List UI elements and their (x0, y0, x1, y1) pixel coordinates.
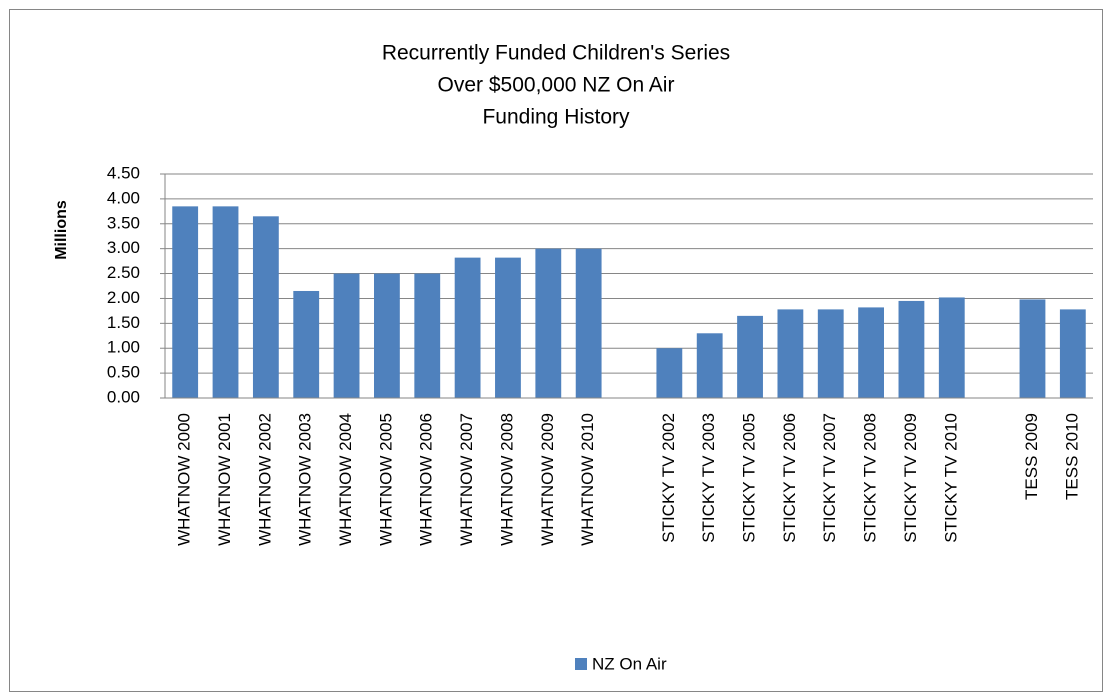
bar (696, 333, 723, 398)
bar (333, 273, 360, 398)
bar (535, 248, 562, 398)
y-tick-label: 1.50 (107, 313, 140, 332)
bar (414, 273, 441, 398)
bar (454, 257, 481, 398)
x-tick-label: STICKY TV 2003 (699, 413, 718, 543)
chart-title: Over $500,000 NZ On Air (438, 74, 675, 97)
bar (1059, 309, 1086, 398)
y-tick-label: 0.00 (107, 387, 140, 406)
x-tick-label: WHATNOW 2003 (296, 413, 315, 546)
bar (898, 300, 925, 398)
x-tick-label: STICKY TV 2009 (901, 413, 920, 543)
bar (858, 307, 884, 398)
y-tick-label: 4.00 (107, 188, 140, 207)
x-tick-label: WHATNOW 2010 (578, 413, 597, 546)
x-tick-label: WHATNOW 2002 (255, 413, 274, 546)
bar (172, 206, 199, 398)
x-tick-label: WHATNOW 2006 (417, 413, 436, 546)
bar (252, 216, 279, 398)
x-tick-label: STICKY TV 2008 (861, 413, 880, 543)
bar (938, 297, 965, 398)
x-tick-label: WHATNOW 2009 (538, 413, 557, 546)
x-tick-label: STICKY TV 2002 (659, 413, 678, 543)
x-tick-label: STICKY TV 2007 (820, 413, 839, 543)
x-tick-label: WHATNOW 2005 (376, 413, 395, 546)
bar (656, 348, 683, 398)
x-tick-label: TESS 2010 (1062, 413, 1081, 500)
bar (212, 206, 239, 398)
y-tick-label: 0.50 (107, 363, 140, 382)
x-tick-label: WHATNOW 2004 (336, 413, 355, 546)
x-tick-label: TESS 2009 (1022, 413, 1041, 500)
y-tick-label: 2.50 (107, 263, 140, 282)
x-tick-label: WHATNOW 2000 (175, 413, 194, 546)
bar (575, 248, 602, 398)
bar (495, 257, 521, 398)
x-tick-label: WHATNOW 2001 (215, 413, 234, 546)
x-tick-label: WHATNOW 2008 (497, 413, 516, 546)
bar (1019, 299, 1046, 398)
bar (293, 290, 320, 398)
chart-title: Recurrently Funded Children's Series (382, 42, 730, 65)
y-tick-label: 4.50 (107, 163, 140, 182)
bar (737, 315, 763, 398)
x-tick-label: STICKY TV 2010 (941, 413, 960, 543)
bar (374, 273, 400, 398)
y-axis-label: Millions (53, 200, 70, 260)
bar (777, 309, 804, 398)
y-tick-label: 2.00 (107, 288, 140, 307)
chart-title: Funding History (482, 106, 630, 129)
x-tick-label: STICKY TV 2006 (780, 413, 799, 543)
x-tick-label: STICKY TV 2005 (740, 413, 759, 543)
x-tick-label: WHATNOW 2007 (457, 413, 476, 546)
y-tick-label: 1.00 (107, 338, 140, 357)
legend-swatch (575, 658, 587, 670)
legend-label: NZ On Air (592, 654, 667, 673)
y-tick-label: 3.00 (107, 238, 140, 257)
y-tick-label: 3.50 (107, 213, 140, 232)
bar (817, 309, 844, 398)
